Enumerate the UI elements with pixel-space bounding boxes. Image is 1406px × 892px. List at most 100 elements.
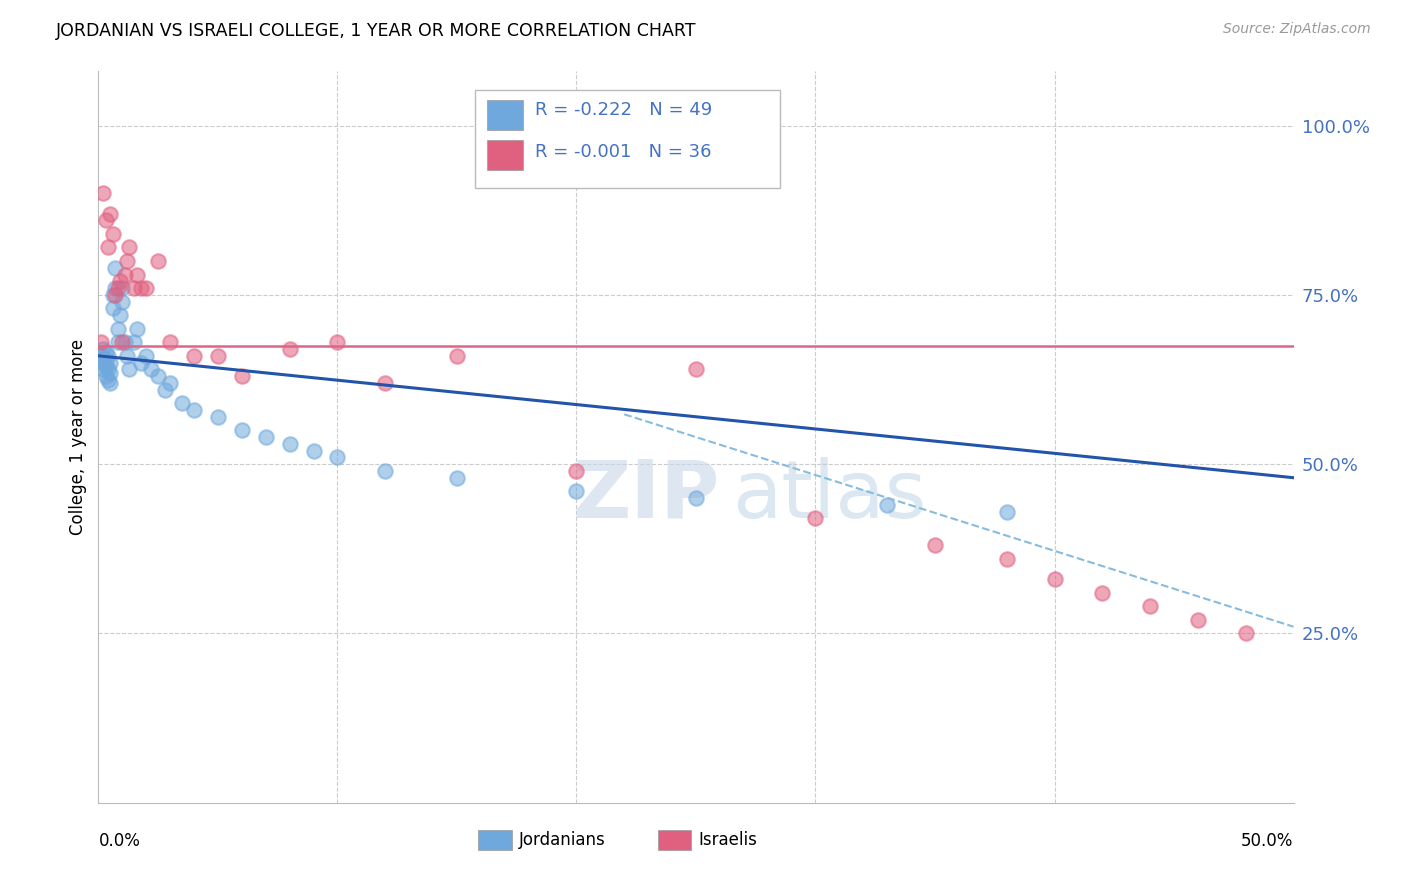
Point [101, 288, 124, 302]
Point [90, 349, 112, 363]
Text: R = -0.001   N = 36: R = -0.001 N = 36 [534, 143, 711, 161]
Point [101, 227, 124, 241]
Point [97, 349, 120, 363]
Point [231, 369, 253, 384]
Point [135, 281, 157, 295]
Point [107, 322, 129, 336]
Point [91, 355, 114, 369]
Point [111, 335, 134, 350]
FancyBboxPatch shape [658, 830, 692, 850]
Point [207, 349, 229, 363]
Point [374, 464, 396, 478]
Point [118, 240, 141, 254]
Point [107, 281, 129, 295]
Point [125, 322, 148, 336]
Point [565, 484, 588, 499]
Point [94, 352, 117, 367]
Point [94, 359, 117, 373]
Point [231, 423, 253, 437]
Point [94, 369, 117, 384]
Point [91, 186, 114, 201]
Point [183, 403, 205, 417]
Text: Jordanians: Jordanians [519, 831, 606, 849]
Point [155, 383, 177, 397]
Text: R = -0.222   N = 49: R = -0.222 N = 49 [534, 101, 711, 120]
Point [115, 254, 138, 268]
Point [108, 308, 131, 322]
Point [108, 274, 131, 288]
Point [326, 450, 349, 465]
Point [446, 349, 468, 363]
Point [565, 464, 588, 478]
Point [98, 366, 122, 380]
Point [254, 430, 277, 444]
Point [172, 396, 194, 410]
Point [374, 376, 396, 390]
Point [1043, 572, 1066, 586]
Point [804, 511, 827, 525]
Point [94, 213, 117, 227]
Point [124, 335, 146, 350]
Point [124, 281, 146, 295]
Point [1091, 586, 1114, 600]
Point [104, 260, 127, 275]
Point [139, 362, 162, 376]
Point [995, 505, 1018, 519]
Point [876, 498, 898, 512]
Point [114, 335, 136, 350]
Point [207, 409, 229, 424]
Point [90, 352, 112, 367]
Point [104, 288, 127, 302]
Text: 50.0%: 50.0% [1241, 832, 1294, 850]
Point [104, 281, 127, 295]
Point [94, 345, 117, 359]
Point [1139, 599, 1161, 614]
Point [1187, 613, 1209, 627]
Point [446, 471, 468, 485]
Point [111, 281, 134, 295]
Point [90, 335, 112, 350]
Point [148, 254, 170, 268]
Text: Source: ZipAtlas.com: Source: ZipAtlas.com [1223, 22, 1371, 37]
Text: JORDANIAN VS ISRAELI COLLEGE, 1 YEAR OR MORE CORRELATION CHART: JORDANIAN VS ISRAELI COLLEGE, 1 YEAR OR … [56, 22, 697, 40]
Point [114, 268, 136, 282]
FancyBboxPatch shape [475, 90, 780, 188]
Point [118, 362, 141, 376]
Text: Israelis: Israelis [699, 831, 758, 849]
Point [125, 268, 148, 282]
Point [131, 281, 153, 295]
Point [148, 369, 170, 384]
Point [98, 355, 122, 369]
Point [101, 301, 124, 316]
FancyBboxPatch shape [478, 830, 512, 850]
Point [111, 294, 134, 309]
Point [97, 372, 120, 386]
Point [183, 349, 205, 363]
Point [278, 342, 301, 356]
Point [91, 362, 114, 376]
Point [135, 349, 157, 363]
Point [302, 443, 325, 458]
Point [995, 552, 1018, 566]
Point [98, 206, 122, 220]
Point [107, 335, 129, 350]
Point [159, 376, 181, 390]
Point [97, 362, 120, 376]
Point [159, 335, 181, 350]
Text: ZIP: ZIP [572, 457, 720, 534]
Point [326, 335, 349, 350]
Point [924, 538, 946, 552]
Point [98, 376, 122, 390]
Point [278, 437, 301, 451]
FancyBboxPatch shape [486, 140, 523, 170]
Point [685, 362, 707, 376]
Point [685, 491, 707, 505]
Text: atlas: atlas [733, 457, 927, 534]
Point [97, 240, 120, 254]
Point [1234, 626, 1257, 640]
FancyBboxPatch shape [486, 100, 523, 130]
Point [115, 349, 138, 363]
Point [131, 355, 153, 369]
Point [91, 342, 114, 356]
Y-axis label: College, 1 year or more: College, 1 year or more [69, 339, 87, 535]
